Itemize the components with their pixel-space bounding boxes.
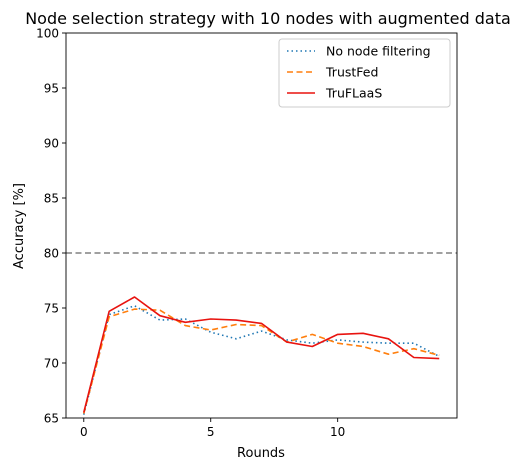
axes-frame <box>65 32 458 419</box>
y-tick-label: 70 <box>44 357 59 371</box>
x-axis-label: Rounds <box>237 446 285 461</box>
y-tick-label: 90 <box>44 137 59 151</box>
legend-label-1: No node filtering <box>326 44 431 59</box>
x-tick-label: 10 <box>330 425 345 439</box>
legend-label-3: TruFLaaS <box>325 86 382 101</box>
series-line-3 <box>82 296 440 413</box>
y-tick-label: 80 <box>44 247 59 261</box>
chart-title: Node selection strategy with 10 nodes wi… <box>25 9 511 28</box>
x-tick-label: 0 <box>80 425 88 439</box>
legend: No node filtering TrustFed TruFLaaS <box>278 38 451 108</box>
series-line-1 <box>82 304 440 415</box>
x-tick-label: 5 <box>207 425 215 439</box>
y-tick-label: 75 <box>44 302 59 316</box>
series-line-2 <box>82 308 440 414</box>
legend-box <box>278 38 451 108</box>
y-tick-label: 85 <box>44 192 59 206</box>
series-layer <box>82 296 440 415</box>
y-tick-label: 95 <box>44 82 59 96</box>
y-axis-label: Accuracy [%] <box>12 183 27 269</box>
axes: 0 5 10 65 70 75 80 85 90 95 100 <box>36 27 458 439</box>
y-tick-label: 65 <box>44 412 59 426</box>
legend-label-2: TrustFed <box>325 65 378 80</box>
y-tick-label: 100 <box>36 27 59 41</box>
